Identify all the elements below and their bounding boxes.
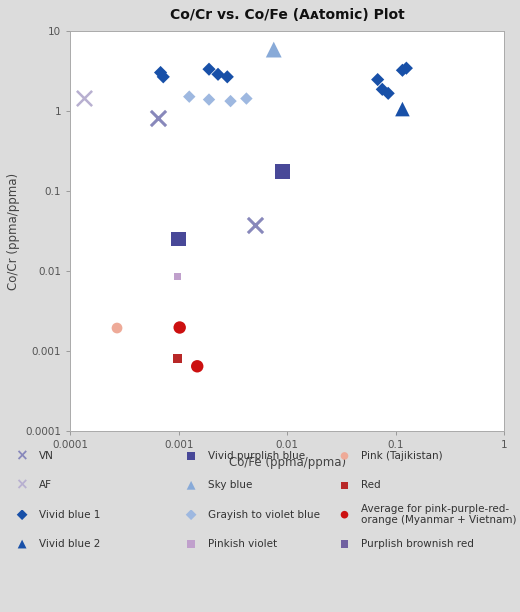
Point [378, 84, 386, 94]
X-axis label: Co/Fe (ppma/ppma): Co/Fe (ppma/ppma) [229, 456, 346, 469]
Point [77, 465, 85, 475]
Point [175, 234, 183, 244]
Point [246, 465, 254, 475]
Text: ×: × [16, 449, 28, 463]
Text: Vivid blue 1: Vivid blue 1 [39, 510, 100, 520]
Point [402, 63, 410, 73]
Point [269, 45, 278, 54]
Y-axis label: Co/Cr (ppma/ppma): Co/Cr (ppma/ppma) [7, 173, 20, 289]
Text: Purplish brownish red: Purplish brownish red [361, 539, 474, 549]
Point [399, 406, 408, 416]
Point [154, 113, 163, 122]
Point [185, 92, 193, 102]
Point [398, 104, 407, 114]
Point [399, 494, 408, 504]
Point [246, 436, 254, 446]
Point [80, 93, 88, 103]
Text: Pink (Tajikistan): Pink (Tajikistan) [361, 451, 443, 461]
Point [399, 436, 408, 446]
Point [205, 95, 213, 105]
Text: Vivid purplish blue: Vivid purplish blue [208, 451, 305, 461]
Point [246, 494, 254, 504]
Point [399, 465, 408, 475]
Point [113, 323, 121, 333]
Text: Average for pink-purple-red-
orange (Myanmar + Vietnam): Average for pink-purple-red- orange (Mya… [361, 504, 517, 526]
Point [226, 96, 235, 106]
Text: AF: AF [39, 480, 52, 490]
Point [398, 65, 407, 75]
Point [223, 72, 231, 82]
Title: Co/Cr vs. Co/Fe (Aᴀtomic) Plot: Co/Cr vs. Co/Fe (Aᴀtomic) Plot [170, 9, 405, 23]
Text: ×: × [16, 478, 28, 493]
Point [157, 67, 165, 77]
Text: Pinkish violet: Pinkish violet [208, 539, 277, 549]
Text: Sky blue: Sky blue [208, 480, 252, 490]
Point [373, 75, 382, 84]
Point [77, 494, 85, 504]
Point [193, 362, 201, 371]
Text: Grayish to violet blue: Grayish to violet blue [208, 510, 320, 520]
Point [246, 406, 254, 416]
Text: Red: Red [361, 480, 381, 490]
Point [174, 272, 182, 282]
Point [176, 323, 184, 332]
Point [278, 166, 287, 176]
Point [384, 89, 393, 99]
Point [205, 64, 213, 74]
Point [251, 220, 259, 230]
Point [242, 94, 251, 103]
Point [174, 353, 182, 363]
Text: VN: VN [39, 451, 54, 461]
Point [159, 72, 167, 82]
Text: Vivid blue 2: Vivid blue 2 [39, 539, 100, 549]
Point [214, 69, 222, 79]
